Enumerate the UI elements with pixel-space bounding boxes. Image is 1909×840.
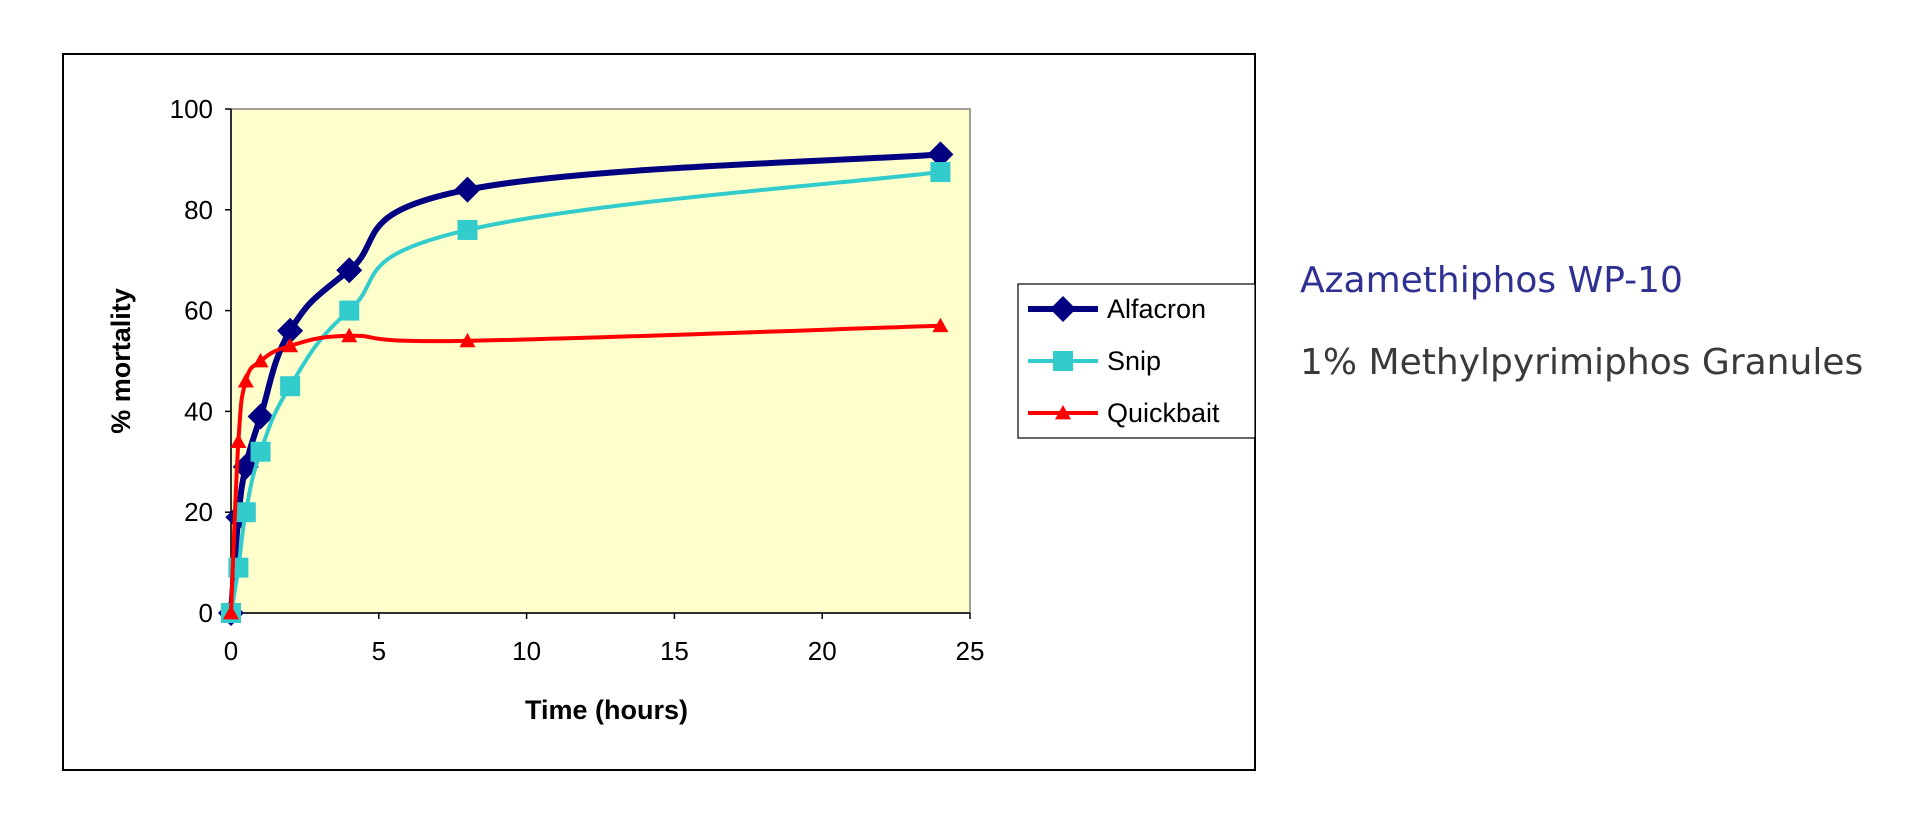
data-point-snip: [339, 300, 360, 321]
plot-area: [230, 108, 971, 614]
y-tick-label: 60: [184, 296, 213, 326]
series-line-alfacron: [228, 151, 941, 614]
data-point-snip: [280, 376, 301, 397]
data-point-alfacron: [454, 176, 481, 203]
data-point-quickbait: [230, 433, 247, 449]
side-subtitle: 1% Methylpyrimiphos Granules: [1300, 342, 1864, 383]
data-point-alfacron: [336, 257, 363, 284]
data-point-quickbait: [932, 317, 949, 333]
legend-label-snip: Snip: [1107, 346, 1161, 376]
x-tick-label: 15: [660, 636, 689, 666]
data-point-quickbait: [282, 337, 299, 353]
y-tick-label: 80: [184, 195, 213, 225]
legend-marker-quickbait: [1055, 405, 1071, 420]
x-axis-title: Time (hours): [525, 695, 688, 725]
data-point-quickbait: [237, 373, 254, 388]
data-point-alfacron: [247, 403, 274, 430]
chart-frame: 0 20 40 60 80 100 0 5 10 15 20 25 Time (hours) % mort…: [62, 53, 1256, 771]
legend-marker-alfacron: [1050, 296, 1076, 322]
data-point-quickbait: [223, 605, 239, 620]
line-chart: 0 20 40 60 80 100 0 5 10 15 20 25 Time (hours) % mort…: [106, 94, 1256, 725]
y-tick-label: 20: [184, 497, 213, 527]
data-point-snip: [930, 162, 951, 182]
y-tick-label: 100: [170, 94, 213, 124]
data-point-quickbait: [341, 327, 358, 343]
legend-label-alfacron: Alfacron: [1107, 294, 1206, 324]
series-line-snip: [229, 170, 941, 614]
x-tick-label: 25: [956, 636, 985, 666]
x-tick-label: 20: [808, 636, 837, 666]
data-point-snip: [235, 502, 256, 523]
data-point-quickbait: [459, 332, 476, 348]
data-point-quickbait: [252, 353, 269, 368]
side-title: Azamethiphos WP-10: [1300, 260, 1683, 301]
data-point-snip: [457, 219, 478, 240]
x-tick-label: 10: [512, 636, 541, 666]
data-point-alfacron: [277, 317, 304, 344]
x-tick-label: 0: [224, 636, 238, 666]
legend-marker-snip: [1053, 351, 1073, 371]
data-point-alfacron: [927, 141, 954, 168]
y-tick-label: 0: [199, 598, 213, 628]
legend-label-quickbait: Quickbait: [1107, 398, 1220, 428]
data-point-snip: [250, 441, 271, 462]
y-axis-title: % mortality: [106, 288, 136, 434]
y-tick-label: 40: [184, 396, 213, 426]
x-tick-label: 5: [372, 636, 386, 666]
